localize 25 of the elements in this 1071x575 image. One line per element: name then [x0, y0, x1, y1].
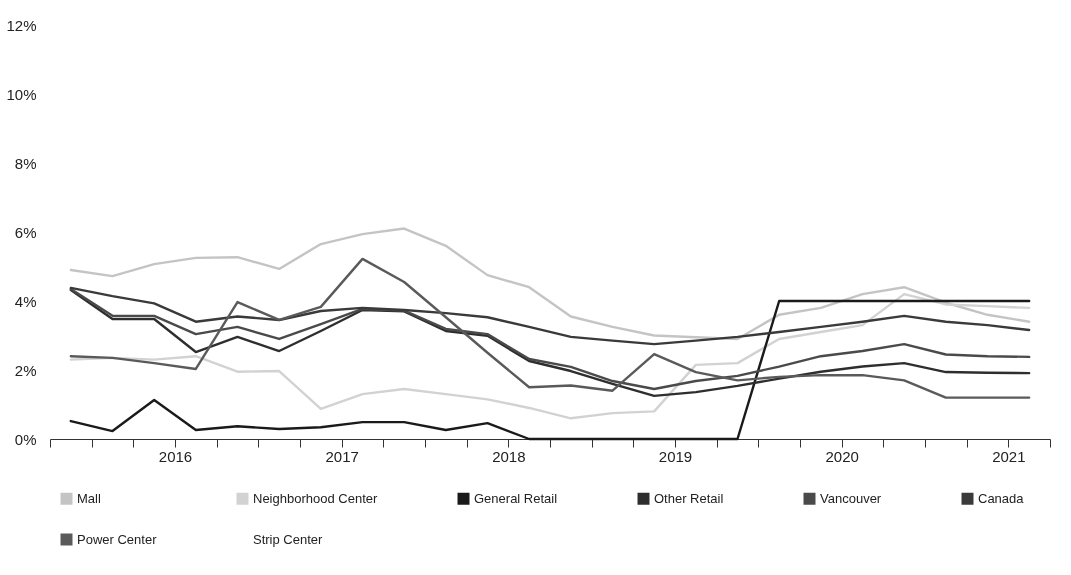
y-tick-label: 6% [14, 223, 37, 241]
y-tick-label: 4% [14, 292, 37, 310]
line-series [69, 292, 1031, 420]
legend-label: Canada [978, 490, 1025, 506]
legend-label: Neighborhood Center [253, 490, 378, 506]
y-tick-label: 0% [14, 430, 37, 448]
x-tick-label: 2021 [992, 447, 1026, 465]
legend-label: Vancouver [820, 490, 882, 506]
x-tick-label: 2018 [492, 447, 526, 465]
text: Strip Center [253, 531, 324, 547]
legend-label: General Retail [474, 490, 558, 506]
x-tick-label: 2019 [658, 447, 693, 465]
line-series [69, 299, 1031, 441]
line-series [69, 257, 1031, 399]
y-tick-label: 8% [14, 154, 37, 172]
x-tick-label: 2020 [825, 447, 859, 465]
y-tick-label: 10% [6, 85, 37, 103]
legend-label: Other Retail [654, 490, 724, 506]
legend-label: Power Center [77, 531, 158, 547]
legend-label: Mall [77, 490, 101, 506]
x-tick-label: 2016 [158, 447, 193, 465]
y-tick-label: 12% [6, 16, 37, 34]
x-tick-label: 2017 [325, 447, 359, 465]
y-tick-label: 2% [14, 361, 37, 379]
line-series [69, 227, 1031, 341]
